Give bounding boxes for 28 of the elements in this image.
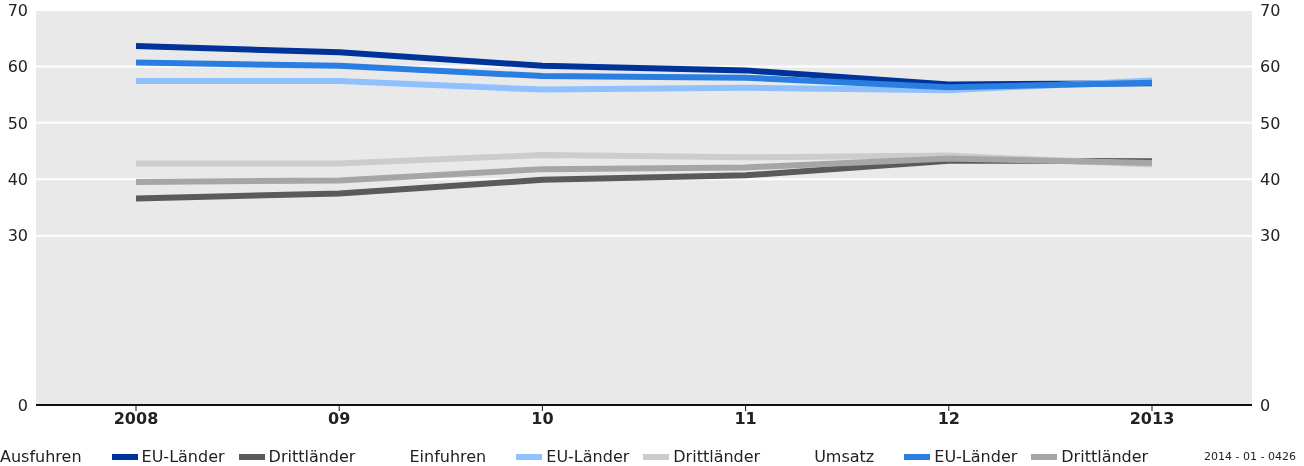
x-tick-label: 10	[531, 409, 554, 429]
legend-label: EU-Länder	[545, 447, 630, 466]
legend-label: Drittländer	[1060, 447, 1149, 466]
x-tick-label: 2008	[113, 409, 159, 429]
y2-tick-label: 50	[1260, 113, 1281, 133]
y2-tick-label: 0	[1260, 395, 1271, 415]
text: Umsatz	[814, 447, 875, 466]
x-tick-label: 12	[937, 409, 960, 429]
y2-tick-label: 30	[1260, 226, 1281, 246]
y-tick-label: 50	[7, 113, 28, 133]
x-tick-label: 11	[734, 409, 757, 429]
y-tick-label: 0	[17, 395, 28, 415]
text: 2014 - 01 - 0426	[1204, 450, 1296, 463]
legend-label: EU-Länder	[140, 447, 225, 466]
y2-tick-label: 70	[1260, 0, 1281, 20]
legend-label: EU-Länder	[933, 447, 1018, 466]
text: Ausfuhren	[0, 447, 82, 466]
text: Einfuhren	[409, 447, 487, 466]
y-tick-label: 60	[7, 57, 28, 77]
y-tick-label: 70	[7, 0, 28, 20]
y-tick-label: 30	[7, 226, 28, 246]
y-tick-label: 40	[7, 169, 28, 189]
y2-tick-label: 40	[1260, 169, 1281, 189]
legend-label: Drittländer	[672, 447, 761, 466]
x-tick-label: 09	[328, 409, 351, 429]
legend-label: Drittländer	[267, 447, 356, 466]
x-tick-label: 2013	[1129, 409, 1175, 429]
y2-tick-label: 60	[1260, 57, 1281, 77]
